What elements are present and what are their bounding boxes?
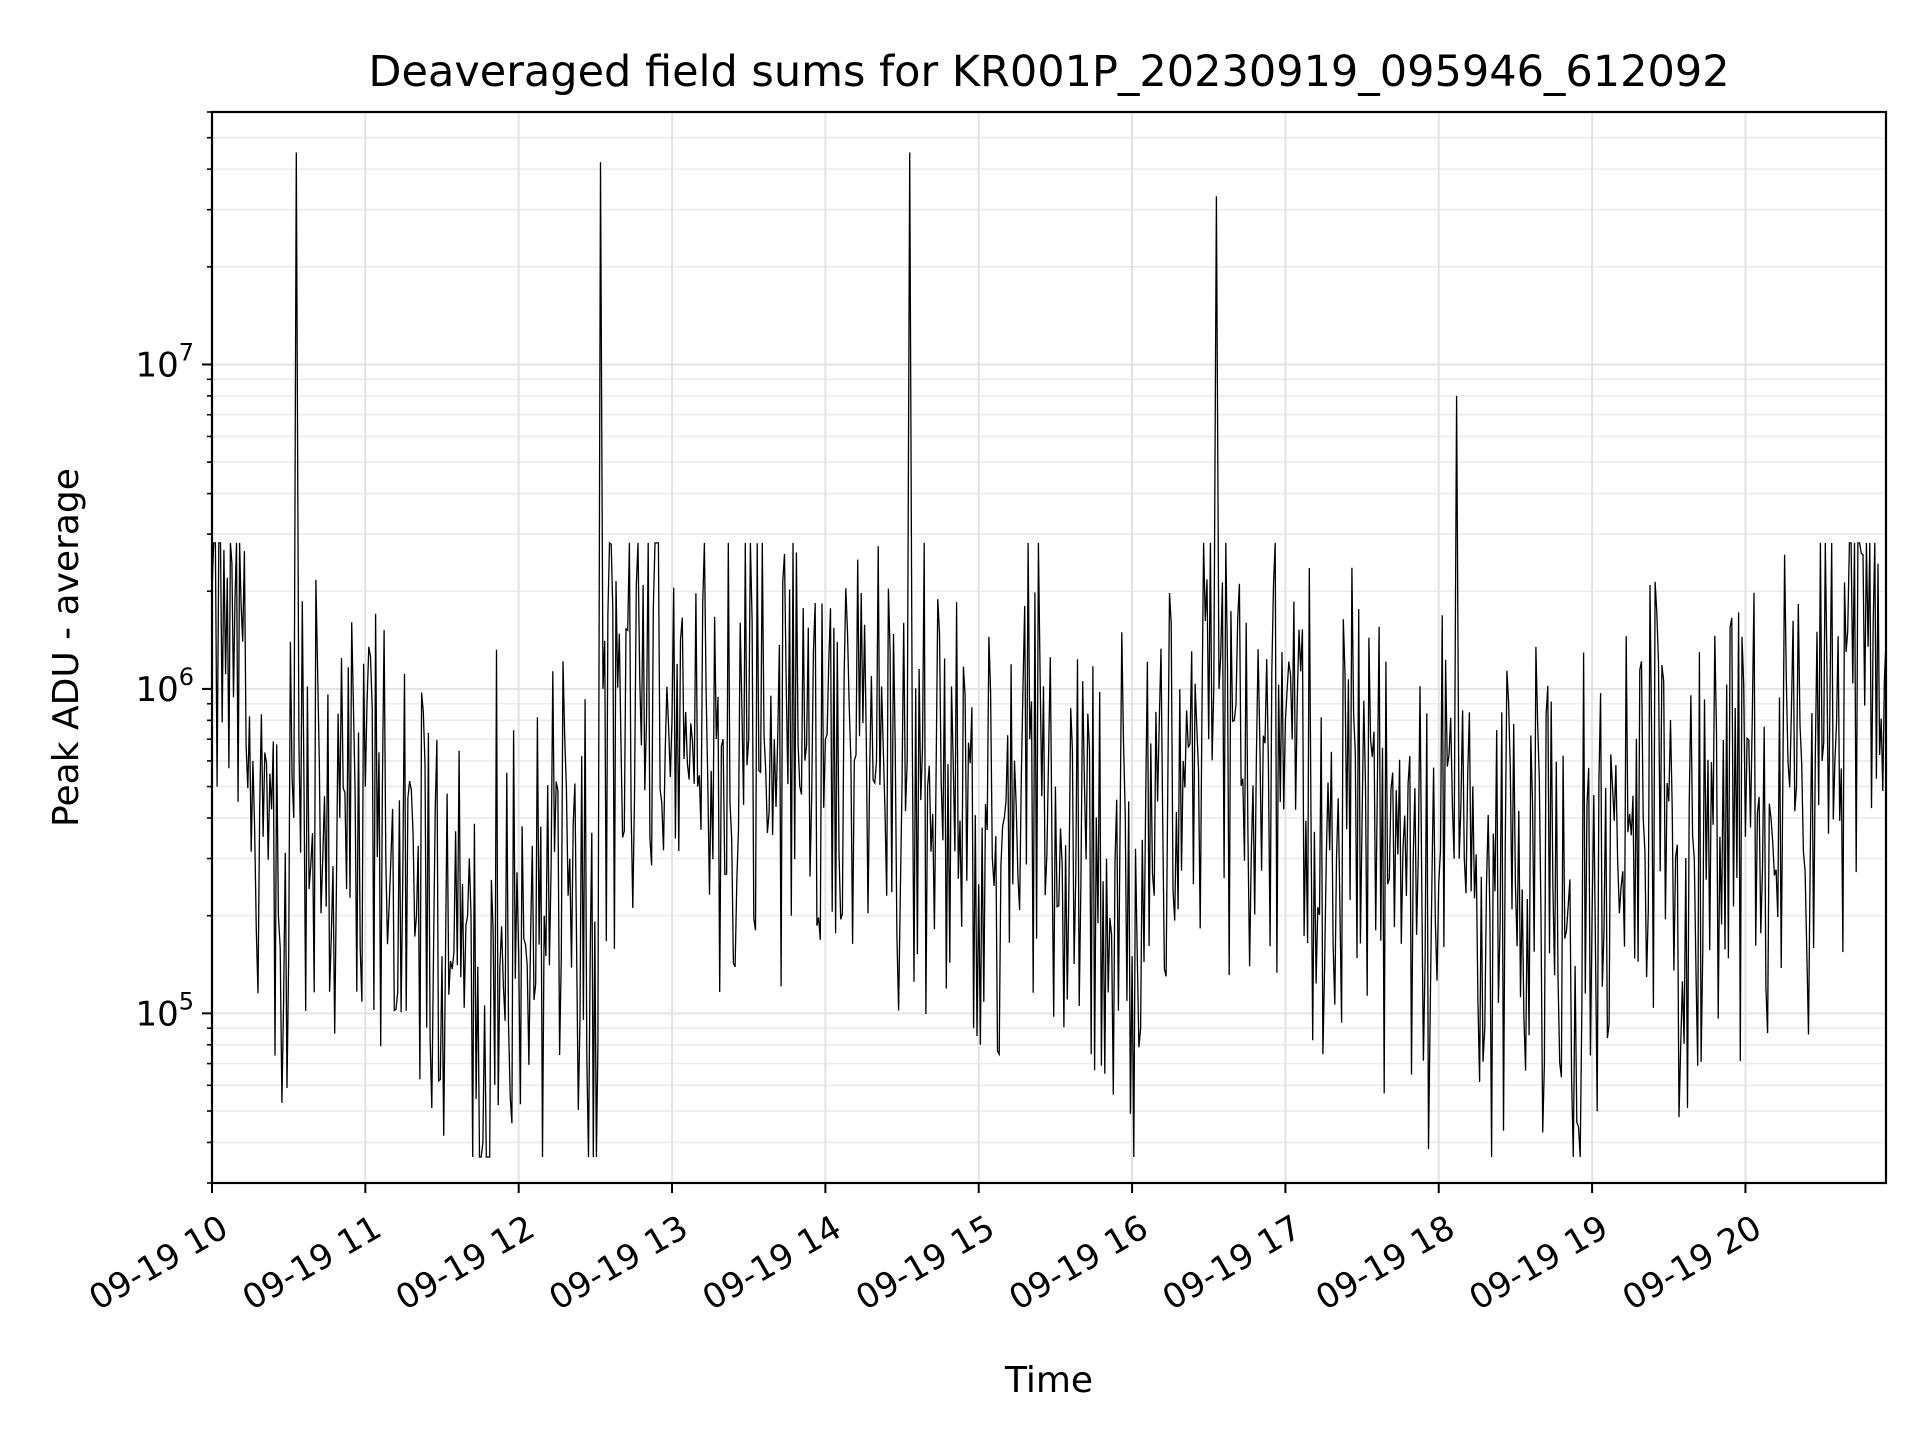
y-axis-ticks: 105 106 107 <box>135 111 212 1184</box>
plot-frame <box>210 110 1888 1185</box>
x-axis-label: Time <box>1004 1360 1093 1401</box>
y-axis-label: Peak ADU - average <box>46 468 87 827</box>
series-line <box>211 152 1887 1158</box>
y-tick-label: 106 <box>135 663 194 710</box>
y-tick-label: 107 <box>135 338 194 385</box>
chart-title: Deaveraged field sums for KR001P_2023091… <box>368 47 1729 97</box>
y-tick-label: 105 <box>135 987 194 1034</box>
